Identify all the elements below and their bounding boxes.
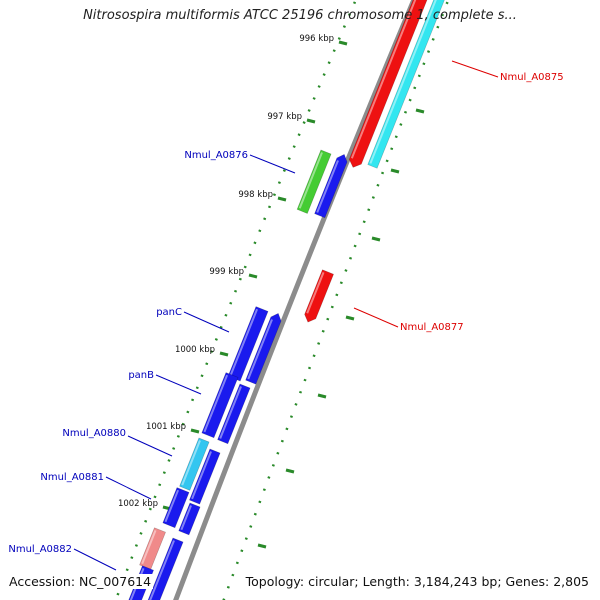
gene-bar-nmul-a0881 — [162, 487, 190, 529]
gene-bar-panb — [201, 372, 239, 439]
gene-bar-nmul-a0876 — [296, 149, 332, 214]
gene-bar-nmul-a0880 — [179, 437, 210, 491]
gene-bar-forward — [189, 448, 221, 505]
gene-callout-line — [451, 60, 499, 78]
gene-bar-nmul-a0875-highlight — [350, 0, 417, 159]
gene-bar-nmul-a0875 — [348, 0, 428, 168]
gene-bar-nmul-a0876-highlight — [298, 152, 323, 209]
gene-callout-line — [155, 374, 202, 395]
gene-bar-forward — [245, 313, 282, 385]
gene-bar-forward — [314, 154, 348, 219]
gene-callout-line — [353, 307, 399, 328]
gene-bar-nmul-a0881-highlight — [164, 489, 180, 523]
major-tick-mark — [277, 196, 287, 202]
gene-label: panC — [156, 307, 182, 318]
major-tick-mark — [219, 351, 229, 357]
gene-label: Nmul_A0880 — [62, 428, 126, 439]
major-tick-mark — [248, 273, 258, 279]
gene-bar-cyan-feature — [367, 0, 445, 169]
outer-major-tick-mark — [371, 236, 381, 242]
gene-label: Nmul_A0882 — [8, 544, 72, 555]
outer-major-tick-mark — [345, 315, 355, 321]
gene-bar-panc-highlight — [229, 308, 259, 376]
tick-label: 1001 kbp — [146, 422, 186, 432]
chromosome-backbone — [173, 0, 417, 600]
outer-major-tick-mark — [390, 168, 400, 174]
gene-callout-line — [127, 435, 173, 457]
outer-major-tick-mark — [317, 393, 327, 399]
gene-bar-forward-highlight — [180, 505, 192, 531]
accession-label: Accession: NC_007614 — [7, 574, 154, 589]
gene-bar-forward-highlight — [191, 451, 212, 500]
major-tick-mark — [306, 118, 316, 124]
gene-label: Nmul_A0876 — [184, 150, 248, 161]
gene-callout-line — [183, 311, 230, 333]
gene-bar-forward — [178, 502, 201, 536]
gene-label: Nmul_A0875 — [500, 72, 564, 83]
map-title: Nitrosospira multiformis ATCC 25196 chro… — [83, 8, 517, 23]
gene-bar-nmul-a0880-highlight — [181, 440, 201, 486]
tick-label: 1000 kbp — [175, 345, 215, 355]
gene-bar-nmul-a0877 — [304, 269, 334, 323]
tick-label: 998 kbp — [238, 190, 273, 200]
gene-bar-panc — [227, 306, 269, 382]
gene-bar-forward — [147, 537, 184, 600]
outer-major-tick-mark — [415, 108, 425, 114]
gene-callout-line — [105, 476, 152, 500]
tick-label: 1002 kbp — [118, 499, 158, 509]
outer-major-tick-mark — [285, 468, 295, 474]
gene-bar-forward-highlight — [247, 319, 273, 380]
gene-bar-forward — [217, 383, 251, 445]
major-tick-mark — [338, 40, 348, 46]
tick-label: 996 kbp — [299, 34, 334, 44]
gene-bar-nmul-a0877-highlight — [306, 272, 325, 314]
gene-label: panB — [128, 370, 154, 381]
major-tick-mark — [190, 428, 200, 434]
outer-major-tick-mark — [257, 543, 267, 549]
gene-bar-forward-highlight — [316, 160, 339, 213]
outer-tick-ring — [222, 0, 450, 600]
gene-bar-forward-highlight — [219, 386, 242, 439]
gene-callout-line — [249, 154, 296, 174]
gene-bar-cyan-feature-highlight — [369, 0, 437, 164]
tick-label: 997 kbp — [267, 112, 302, 122]
gene-bar-panb-highlight — [203, 374, 229, 433]
gene-label: Nmul_A0877 — [400, 322, 464, 333]
gene-label: Nmul_A0881 — [40, 472, 104, 483]
genome-summary: Topology: circular; Length: 3,184,243 bp… — [243, 574, 591, 589]
gene-bar-nmul-a0882-highlight — [141, 530, 157, 565]
gene-bar-forward-highlight — [149, 540, 175, 600]
gene-callout-line — [73, 548, 117, 571]
tick-label: 999 kbp — [209, 267, 244, 277]
